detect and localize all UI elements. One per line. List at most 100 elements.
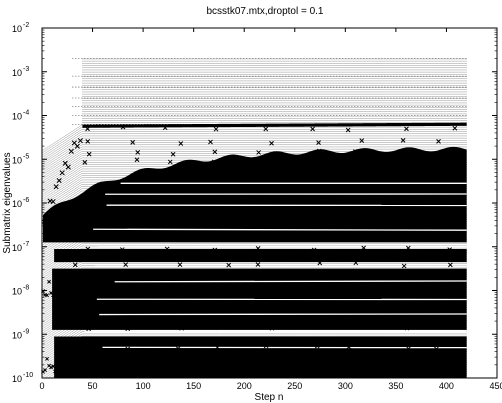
data-point-x (167, 159, 173, 165)
data-point-x (405, 245, 411, 251)
y-tick-exponent: -10 (23, 372, 33, 379)
data-point-x (49, 365, 54, 370)
data-point-x (85, 138, 91, 144)
data-point-x (255, 246, 261, 251)
data-point-x (447, 157, 453, 163)
data-point-x (45, 356, 50, 361)
data-point-x (314, 343, 320, 349)
data-point-x (47, 279, 52, 284)
data-point-x (65, 290, 70, 295)
data-point-x (401, 263, 407, 269)
data-point-x (68, 148, 74, 154)
data-point-x (212, 325, 217, 330)
band-gap (99, 313, 467, 316)
y-tick-label: 10 (12, 374, 22, 384)
data-point-x (452, 125, 458, 131)
data-point-x (407, 151, 413, 157)
data-point-x (353, 260, 359, 266)
data-point-x (51, 293, 56, 298)
x-tick-label: 50 (88, 381, 98, 391)
data-point-x (57, 294, 62, 299)
x-tick-label: 200 (237, 381, 252, 391)
data-point-x (404, 126, 409, 132)
data-point-x (263, 343, 269, 349)
data-point-x (212, 247, 218, 253)
data-point-x (72, 262, 78, 268)
data-point-x (310, 126, 315, 132)
x-tick-label: 350 (388, 381, 403, 391)
y-tick-label: 10 (12, 24, 22, 34)
band-gap (93, 228, 467, 231)
data-point-x (177, 262, 183, 268)
x-axis-label: Step n (255, 392, 284, 403)
data-point-x (311, 247, 317, 253)
data-point-x (170, 151, 176, 157)
x-tick-label: 150 (186, 381, 201, 391)
eigenvalue-band (54, 248, 467, 263)
data-point-x (406, 346, 411, 352)
data-point-x (311, 158, 316, 164)
data-point-x (134, 157, 140, 163)
data-point-x (119, 247, 125, 252)
y-tick-exponent: -4 (23, 110, 29, 117)
data-point-x (55, 363, 60, 368)
data-point-x (446, 150, 451, 156)
data-point-x (86, 326, 91, 332)
plot-marks (41, 58, 467, 378)
data-point-x (348, 160, 353, 166)
data-point-x (447, 262, 453, 268)
band-gap (84, 330, 467, 333)
data-point-x (50, 199, 56, 205)
y-tick-exponent: -3 (23, 66, 29, 73)
data-point-x (65, 358, 70, 363)
data-point-x (125, 326, 131, 332)
data-point-x (85, 126, 90, 132)
y-tick-label: 10 (12, 68, 22, 78)
data-point-x (74, 143, 80, 149)
data-point-x (53, 184, 59, 190)
y-tick-exponent: -5 (23, 153, 29, 160)
x-axis-ticks: 0 50 100 150 200 250 300 350 400 450 (39, 28, 502, 391)
x-tick-label: 100 (136, 381, 151, 391)
data-point-x (123, 262, 129, 267)
data-point-x (130, 140, 136, 145)
data-point-x (120, 124, 126, 130)
data-point-x (61, 293, 66, 298)
data-point-x (269, 157, 275, 163)
data-point-x (43, 368, 47, 373)
data-point-x (86, 151, 92, 157)
data-point-x (317, 260, 323, 266)
y-axis-label: Submatrix eigenvalues (2, 152, 13, 253)
data-point-x (179, 325, 184, 331)
data-point-x (65, 164, 71, 170)
eigenvalue-band (54, 336, 467, 378)
y-tick-label: 10 (12, 287, 22, 297)
data-point-x (226, 262, 232, 268)
data-point-x (53, 369, 58, 374)
data-point-x (446, 324, 452, 330)
x-tick-label: 450 (489, 381, 502, 391)
data-point-x (135, 150, 141, 155)
x-tick-label: 400 (439, 381, 454, 391)
data-point-x (353, 149, 358, 154)
y-tick-label: 10 (12, 243, 22, 253)
data-point-x (63, 284, 68, 289)
data-point-x (213, 126, 219, 132)
data-point-x (51, 364, 56, 369)
y-tick-exponent: -7 (23, 241, 29, 248)
data-point-x (256, 150, 262, 155)
data-point-x (269, 140, 274, 146)
data-point-x (63, 357, 68, 361)
data-point-x (316, 140, 321, 145)
data-point-x (59, 367, 64, 372)
data-point-x (208, 139, 213, 145)
data-point-x (316, 148, 322, 154)
data-point-x (211, 159, 217, 165)
data-point-x (53, 288, 58, 293)
data-point-x (82, 159, 88, 165)
data-point-x (400, 137, 406, 143)
data-point-x (175, 346, 181, 351)
data-point-x (255, 262, 261, 267)
